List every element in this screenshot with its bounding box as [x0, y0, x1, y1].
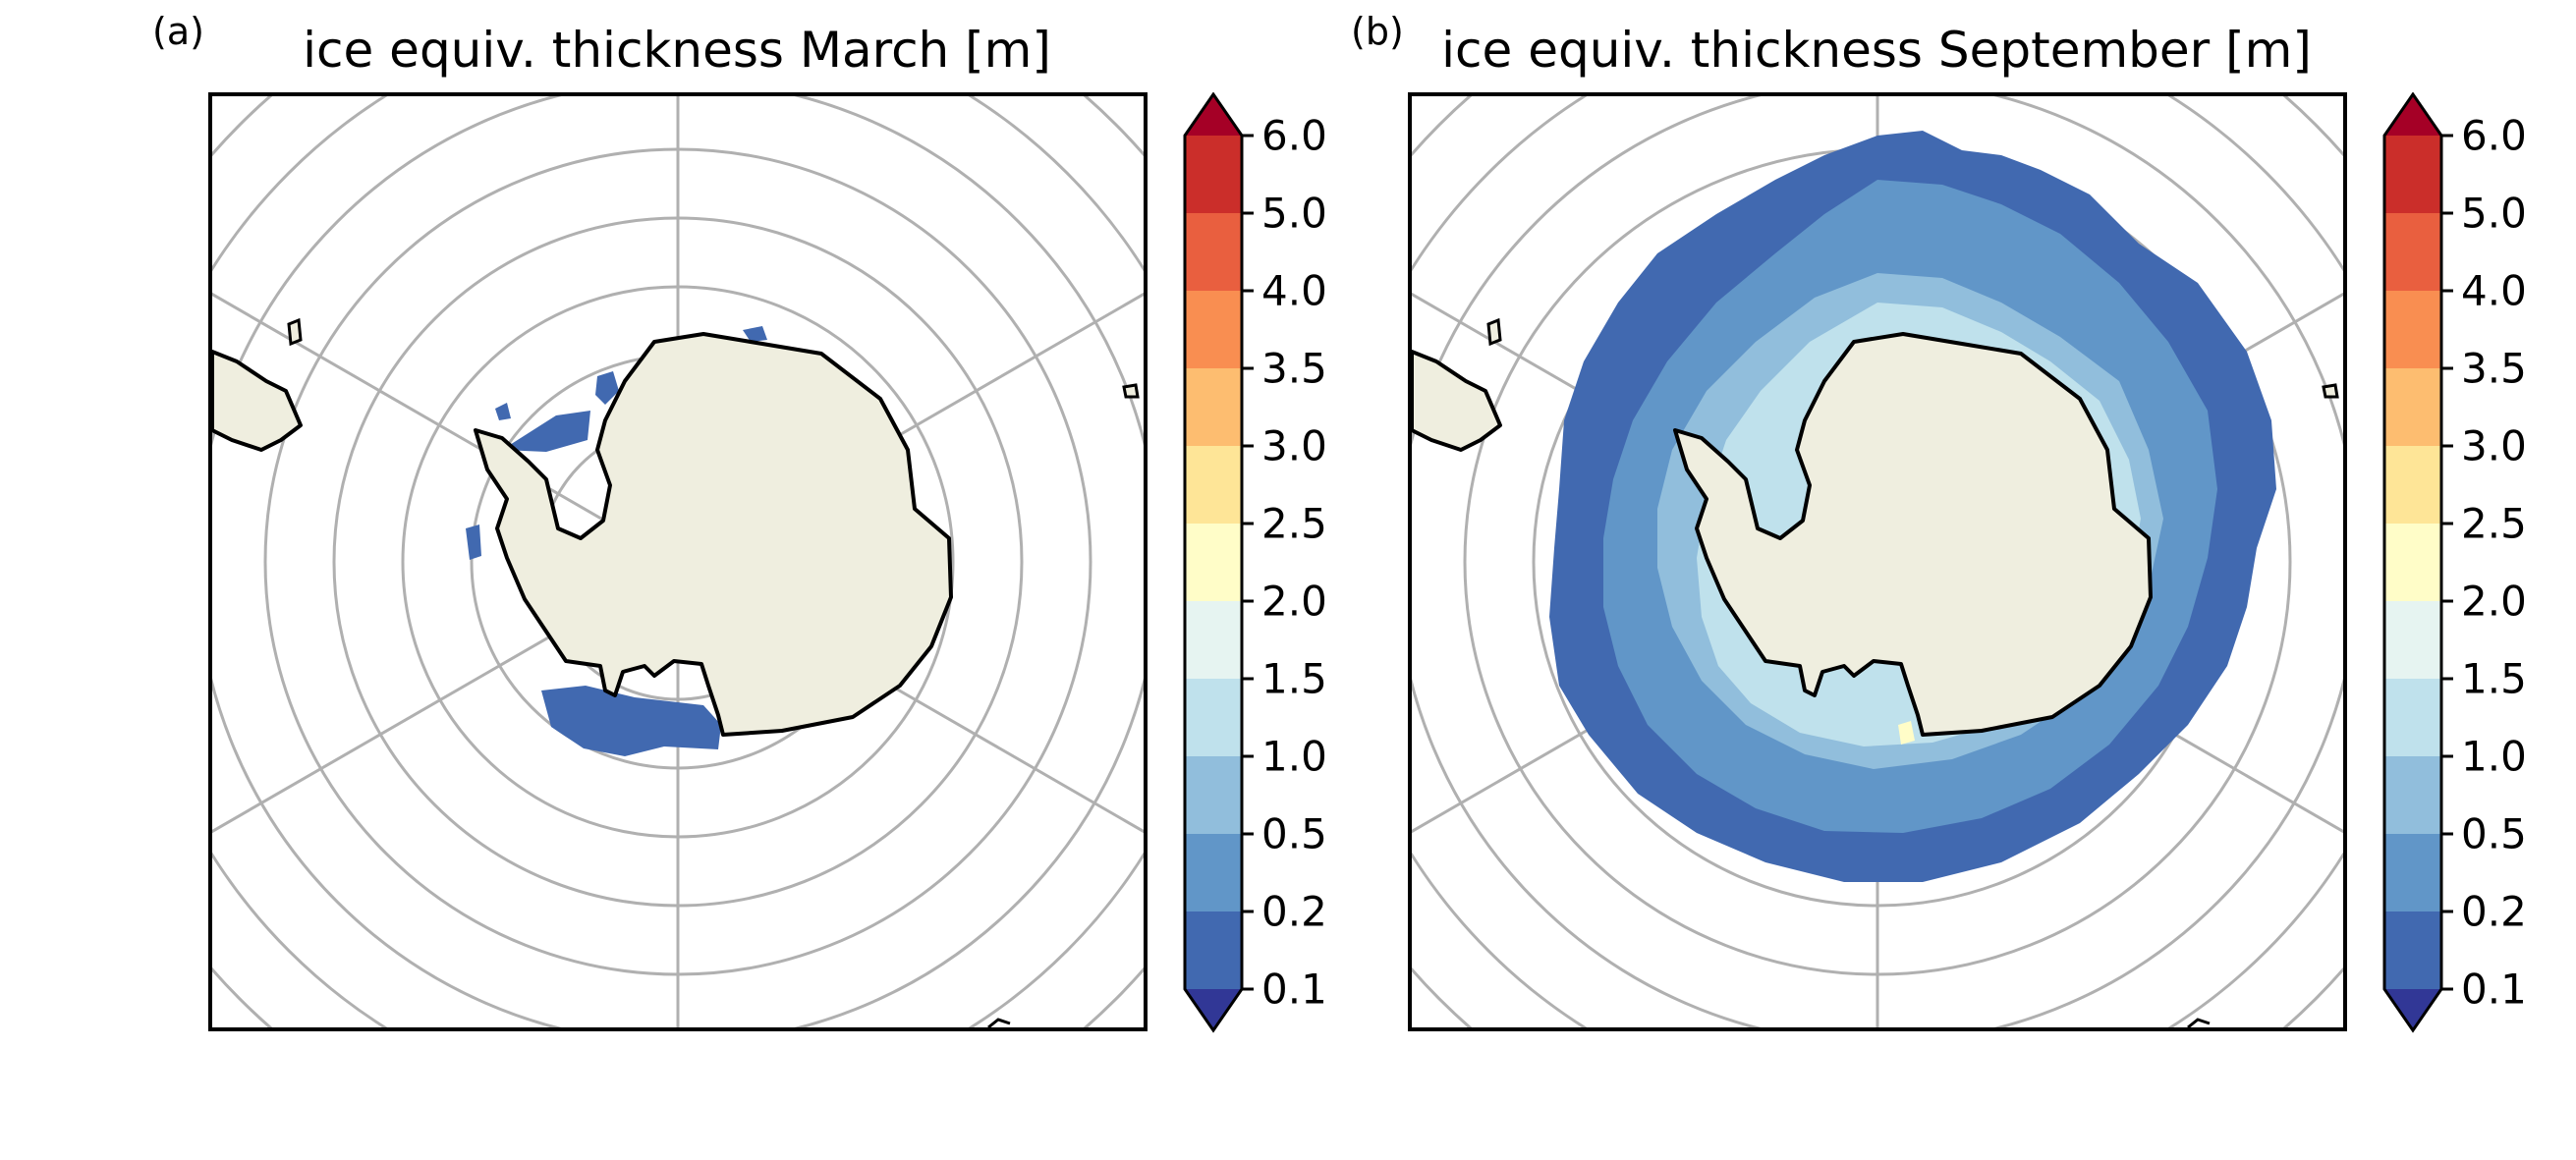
- colorbar-tick-label: 4.0: [2461, 266, 2527, 315]
- panel-label-b: (b): [1351, 10, 1404, 53]
- colorbar-band: [1185, 136, 1242, 214]
- map-march: [208, 92, 1148, 1031]
- colorbar-band: [2384, 601, 2441, 680]
- colorbar-tick-label: 2.0: [1261, 577, 1327, 626]
- colorbar-a: 0.1 0.2 0.5 1.0 1.5 2.0 2.5 3.0 3.5 4.0 5.0 6.0: [1183, 92, 1379, 1035]
- colorbar-band: [2384, 368, 2441, 447]
- colorbar-tick-label: 2.5: [1261, 499, 1327, 548]
- colorbar-band: [1185, 291, 1242, 369]
- colorbar-band: [2384, 756, 2441, 835]
- colorbar-band: [1185, 834, 1242, 912]
- colorbar-band: [2384, 679, 2441, 757]
- map-september: [1408, 92, 2347, 1031]
- colorbar-tick-label: 0.5: [1261, 809, 1327, 858]
- colorbar-tick-label: 6.0: [2461, 111, 2527, 160]
- island: [287, 317, 303, 347]
- antarctica-land: [1673, 332, 2153, 737]
- colorbar-band: [1185, 756, 1242, 835]
- panel-title-a: ice equiv. thickness March [m]: [303, 22, 1051, 79]
- sea-ice-thickest-patch: [1898, 721, 1915, 745]
- colorbar-band: [1185, 524, 1242, 602]
- colorbar-tick-label: 2.0: [2461, 577, 2527, 626]
- panel-label-a: (a): [152, 10, 204, 53]
- map-september-svg: [1412, 96, 2343, 1027]
- colorbar-band: [2384, 834, 2441, 912]
- colorbar-tick-label: 0.1: [2461, 965, 2527, 1014]
- sea-ice-patch: [595, 371, 619, 405]
- sea-ice-patch: [495, 403, 511, 420]
- island: [2322, 383, 2339, 399]
- colorbar-tick-label: 5.0: [2461, 189, 2527, 238]
- colorbar-over-extend: [2384, 94, 2441, 136]
- colorbar-tick-label: 1.0: [1261, 732, 1327, 781]
- sea-ice-patch: [466, 525, 481, 560]
- sea-ice-weddell: [541, 686, 721, 756]
- colorbar-over-extend: [1185, 94, 1242, 136]
- south-america-land: [1412, 350, 1502, 452]
- colorbar-tick-label: 1.0: [2461, 732, 2527, 781]
- colorbar-band: [2384, 291, 2441, 369]
- colorbar-tick-label: 0.2: [2461, 887, 2527, 936]
- colorbar-band: [1185, 679, 1242, 757]
- sea-ice-patch: [743, 326, 767, 342]
- colorbar-tick-label: 1.5: [1261, 654, 1327, 703]
- island: [1486, 317, 1502, 347]
- colorbar-band: [2384, 136, 2441, 214]
- colorbar-band: [2384, 213, 2441, 292]
- colorbar-band: [1185, 911, 1242, 990]
- island: [2187, 1018, 2211, 1027]
- colorbar-tick-label: 6.0: [1261, 111, 1327, 160]
- colorbar-tick-label: 3.5: [2461, 344, 2527, 393]
- south-america-land: [212, 350, 303, 452]
- map-march-svg: [212, 96, 1144, 1027]
- sea-ice-ross-sector: [502, 411, 590, 452]
- colorbar-band: [2384, 911, 2441, 990]
- colorbar-tick-label: 5.0: [1261, 189, 1327, 238]
- colorbar-tick-label: 3.0: [1261, 421, 1327, 470]
- colorbar-svg: [1183, 92, 1254, 1033]
- colorbar-svg: [2382, 92, 2453, 1033]
- colorbar-under-extend: [2384, 989, 2441, 1030]
- colorbar-tick-label: 0.2: [1261, 887, 1327, 936]
- colorbar-tick-label: 3.5: [1261, 344, 1327, 393]
- colorbar-tick-label: 0.5: [2461, 809, 2527, 858]
- island: [987, 1018, 1011, 1027]
- colorbar-b: 0.1 0.2 0.5 1.0 1.5 2.0 2.5 3.0 3.5 4.0 5.0 6.0: [2382, 92, 2576, 1035]
- colorbar-band: [1185, 601, 1242, 680]
- colorbar-band: [1185, 368, 1242, 447]
- colorbar-tick-label: 3.0: [2461, 421, 2527, 470]
- colorbar-band: [1185, 446, 1242, 525]
- island: [1122, 383, 1140, 399]
- colorbar-band: [1185, 213, 1242, 292]
- colorbar-under-extend: [1185, 989, 1242, 1030]
- colorbar-band: [2384, 446, 2441, 525]
- antarctica-land: [474, 332, 953, 737]
- colorbar-tick-label: 1.5: [2461, 654, 2527, 703]
- panel-title-b: ice equiv. thickness September [m]: [1441, 22, 2312, 79]
- colorbar-tick-label: 0.1: [1261, 965, 1327, 1014]
- colorbar-band: [2384, 524, 2441, 602]
- colorbar-tick-label: 4.0: [1261, 266, 1327, 315]
- colorbar-tick-label: 2.5: [2461, 499, 2527, 548]
